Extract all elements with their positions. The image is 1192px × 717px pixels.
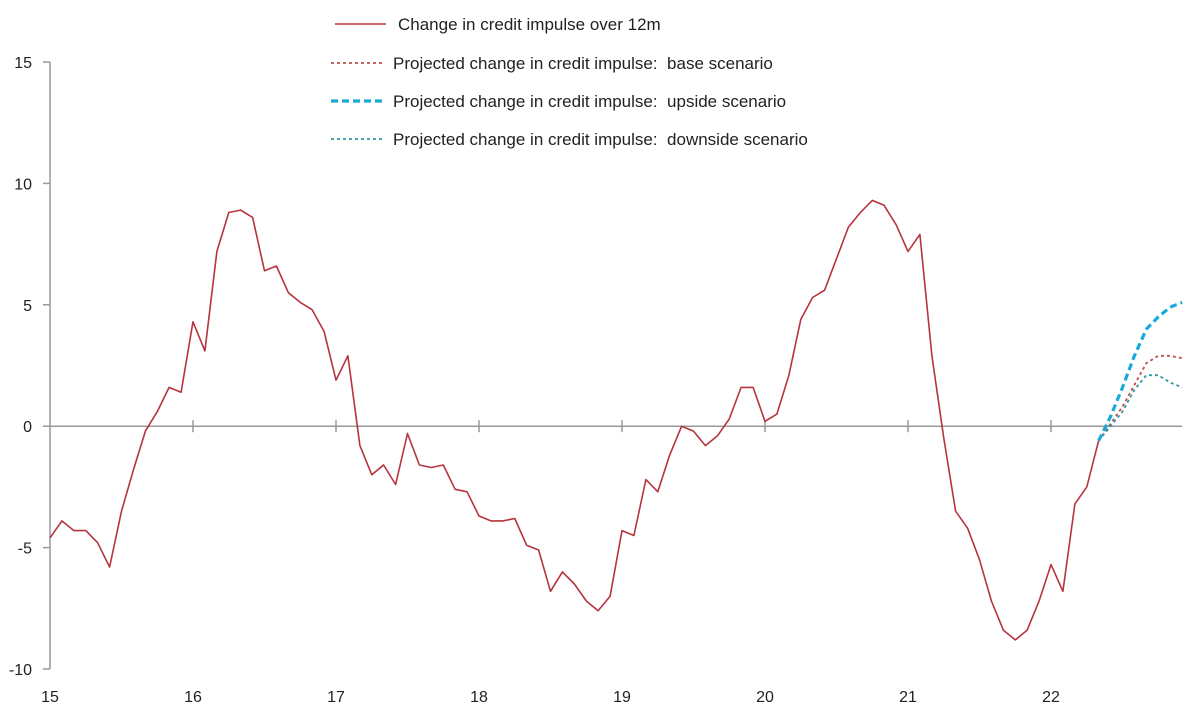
- y-ticks: -10 -5 0 5 10 15: [9, 55, 50, 679]
- series-line-1: [1097, 354, 1183, 442]
- series-line-3: [1097, 374, 1183, 442]
- x-tick-label: 16: [184, 689, 202, 706]
- y-tick-label: -5: [18, 541, 32, 558]
- series-layer: [49, 199, 1183, 641]
- legend-label-1: Projected change in credit impulse: base…: [393, 54, 773, 73]
- x-tick-label: 20: [756, 689, 774, 706]
- y-tick-label: 0: [23, 419, 32, 436]
- series-line-0: [49, 199, 1100, 641]
- x-tick-label: 18: [470, 689, 488, 706]
- y-tick-label: 15: [14, 55, 32, 72]
- series-line-2: [1097, 300, 1183, 442]
- x-tick-label: 19: [613, 689, 631, 706]
- legend-label-3: Projected change in credit impulse: down…: [393, 130, 808, 149]
- x-tick-label: 15: [41, 689, 59, 706]
- y-tick-label: -10: [9, 662, 32, 679]
- legend-label-2: Projected change in credit impulse: upsi…: [393, 92, 786, 111]
- y-tick-label: 10: [14, 176, 32, 193]
- legend-label-0: Change in credit impulse over 12m: [398, 15, 661, 34]
- x-tick-label: 17: [327, 689, 345, 706]
- axes: -10 -5 0 5 10 15 15 16 17 18 19 20 21 22: [9, 55, 1182, 706]
- x-ticks: 15 16 17 18 19 20 21 22: [41, 420, 1060, 706]
- x-tick-label: 21: [899, 689, 917, 706]
- y-tick-label: 5: [23, 298, 32, 315]
- legend: Change in credit impulse over 12m Project…: [331, 15, 808, 149]
- x-tick-label: 22: [1042, 689, 1060, 706]
